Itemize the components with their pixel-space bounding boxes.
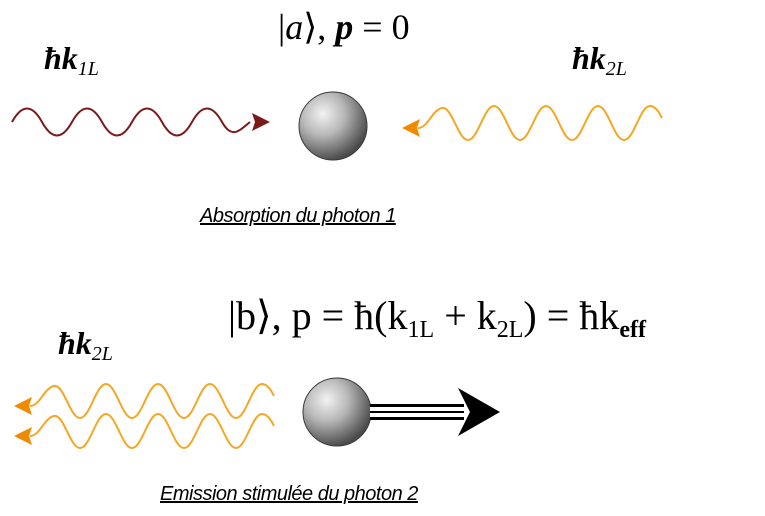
subscript-1l: 1L (407, 317, 435, 343)
state-a-label: |a⟩, p = 0 (278, 7, 410, 47)
emitted-photon-arrowhead-bottom (14, 427, 32, 445)
photon2-arrowhead (402, 119, 420, 137)
momentum-arrowhead (458, 388, 500, 436)
caption-absorption: Absorption du photon 1 (200, 205, 396, 227)
emitted-photon-wave-bottom (29, 412, 275, 450)
photon2-wave (417, 104, 663, 142)
momentum-symbol: p (335, 7, 354, 47)
emitted-photon-arrowhead-top (14, 397, 32, 415)
photon2-emitted-label: ħk2L (58, 325, 113, 366)
hbar-k-glyph: ħk (44, 40, 78, 76)
photon2-emitted-subscript: 2L (91, 343, 113, 365)
emitted-photon-wave-top (29, 382, 275, 420)
photon1-subscript: 1L (77, 58, 99, 80)
momentum-zero: = 0 (362, 7, 410, 47)
hbar-k-glyph: ħk (572, 40, 606, 76)
atom-sphere (298, 91, 368, 161)
photon2-momentum-label: ħk2L (572, 40, 627, 81)
photon1-wave (11, 107, 251, 137)
plus-term: + k (434, 293, 497, 338)
hbar-k-glyph: ħk (58, 325, 92, 361)
photon2-subscript: 2L (605, 58, 627, 80)
ket-a: a (285, 7, 304, 47)
momentum-arrow-shaft (370, 404, 464, 420)
state-b-momentum-equation: |b⟩, p = ħ(k1L + k2L) = ħkeff (228, 293, 646, 343)
atom-sphere-recoil (302, 377, 372, 447)
momentum-rhs: ) = ħk (523, 293, 620, 338)
subscript-eff: eff (619, 317, 646, 343)
photon1-arrowhead (252, 113, 270, 131)
photon1-momentum-label: ħk1L (44, 40, 99, 81)
ket-b: b (236, 293, 257, 338)
subscript-2l: 2L (496, 317, 524, 343)
momentum-lhs: , p = ħ(k (271, 293, 408, 338)
caption-stimulated-emission: Emission stimulée du photon 2 (160, 483, 418, 505)
